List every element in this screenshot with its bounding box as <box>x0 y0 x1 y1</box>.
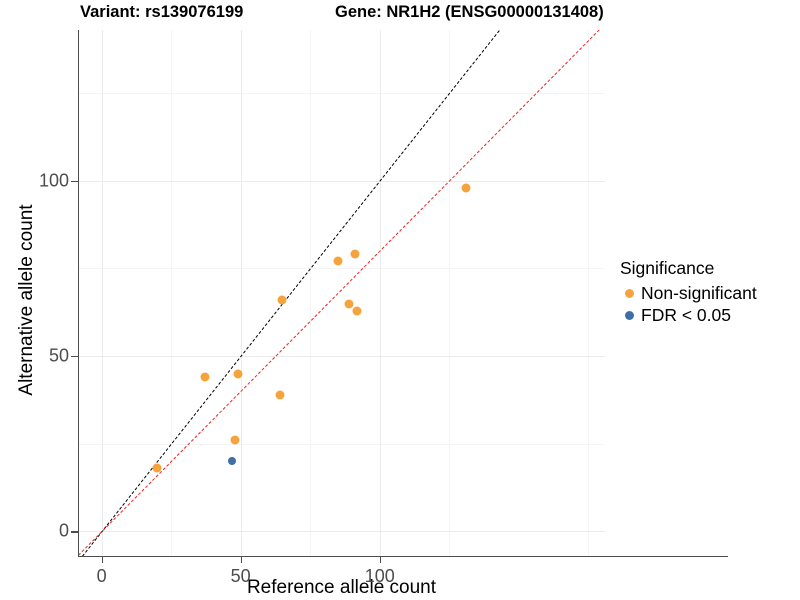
y-tick-labels: 0 50 100 <box>0 0 69 600</box>
gridline-major <box>240 30 242 556</box>
x-tick <box>240 556 242 563</box>
x-axis-title: Reference allele count <box>246 577 437 598</box>
data-point <box>152 463 162 473</box>
data-point <box>228 457 237 466</box>
data-point <box>350 249 360 259</box>
legend-item[interactable]: Non-significant <box>620 282 795 304</box>
legend-item-label: FDR < 0.05 <box>641 304 731 325</box>
x-axis-line <box>78 556 728 558</box>
x-tick <box>101 556 103 563</box>
y-tick-label: 50 <box>48 345 69 366</box>
gridline-major <box>379 30 381 556</box>
gridline-major <box>101 30 103 556</box>
legend-title: Significance <box>620 258 715 278</box>
gridline-minor <box>78 268 605 270</box>
y-tick-label: 100 <box>38 170 69 191</box>
data-point <box>200 372 210 382</box>
legend-swatch-icon <box>620 306 638 324</box>
gridline-major <box>78 180 605 182</box>
data-point <box>275 390 285 400</box>
data-point <box>352 306 362 316</box>
y-tick <box>71 531 78 533</box>
legend-items: Non-significant FDR < 0.05 <box>620 282 795 326</box>
variant-title: Variant: rs139076199 <box>80 3 244 21</box>
y-tick <box>71 356 78 358</box>
legend-item[interactable]: FDR < 0.05 <box>620 304 795 326</box>
x-tick-label: 0 <box>96 566 107 586</box>
gridline-major <box>78 356 605 358</box>
reference-line-expected-ratio <box>78 30 600 556</box>
x-tick <box>379 556 381 563</box>
x-tick-label: 100 <box>364 566 395 586</box>
gridline-minor <box>171 30 173 556</box>
data-point <box>230 435 240 445</box>
gridline-minor <box>310 30 312 556</box>
gridline-minor <box>78 93 605 95</box>
data-point <box>333 256 343 266</box>
legend-item-label: Non-significant <box>641 282 757 303</box>
data-point <box>344 299 354 309</box>
y-axis-line <box>78 30 80 556</box>
data-point <box>461 183 471 193</box>
gene-title: Gene: NR1H2 (ENSG00000131408) <box>335 3 604 21</box>
gridline-minor <box>78 443 605 445</box>
y-tick-label: 0 <box>58 520 69 541</box>
data-point <box>233 369 243 379</box>
y-axis-title: Alternative allele count <box>16 204 37 396</box>
gridline-minor <box>449 30 451 556</box>
x-tick-label: 50 <box>230 566 251 586</box>
plot-panel <box>78 30 605 556</box>
y-tick <box>71 180 78 182</box>
legend: Significance Non-significant FDR < 0.05 <box>620 258 795 326</box>
gridline-major <box>78 531 605 533</box>
data-point <box>277 295 287 305</box>
gridline-minor <box>588 30 590 556</box>
legend-swatch-icon <box>620 284 638 302</box>
reference-line-identity <box>82 30 501 556</box>
